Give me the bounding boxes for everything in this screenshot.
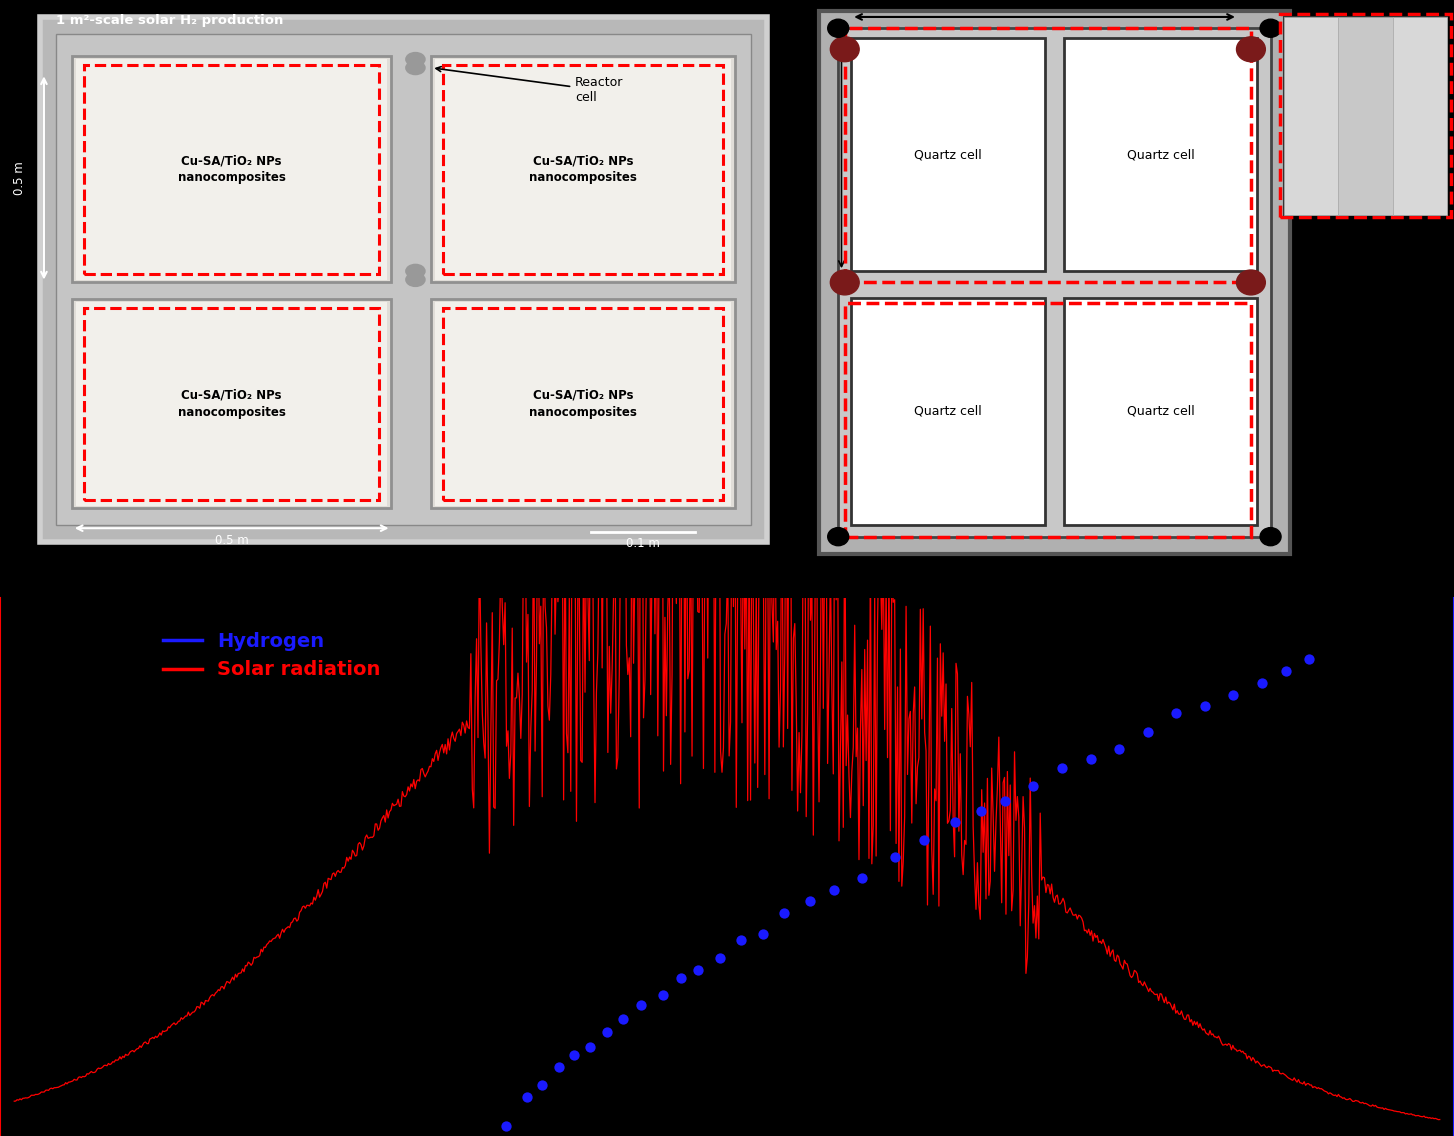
Bar (435, 59, 731, 279)
Point (1079, 751, 1102, 769)
Text: Cu-SA/TiO₂ NPs
nanocomposites: Cu-SA/TiO₂ NPs nanocomposites (177, 389, 285, 419)
Circle shape (830, 36, 859, 61)
Bar (432, 300, 734, 509)
Text: 1 m²-scale solar H₂ production: 1 m²-scale solar H₂ production (55, 14, 284, 27)
Text: 7 cm: 7 cm (1406, 0, 1434, 2)
Text: Cu-SA/TiO₂ NPs
nanocomposites: Cu-SA/TiO₂ NPs nanocomposites (177, 154, 285, 184)
Point (1050, 759, 1073, 777)
Bar (55, 34, 750, 525)
Point (823, 880, 846, 899)
Bar (1064, 37, 1258, 272)
Bar (1393, 17, 1447, 215)
Point (1297, 651, 1320, 669)
Bar (76, 302, 387, 506)
Text: 7 cm: 7 cm (1297, 0, 1325, 2)
Point (651, 986, 675, 1004)
Bar (851, 37, 1044, 272)
Text: Quartz cell: Quartz cell (1127, 404, 1195, 418)
Circle shape (1236, 270, 1265, 295)
Bar (76, 59, 387, 279)
Point (1136, 722, 1159, 741)
Point (851, 869, 874, 887)
Point (1165, 704, 1188, 722)
Bar (443, 65, 723, 274)
Legend: Hydrogen, Solar radiation: Hydrogen, Solar radiation (156, 624, 388, 687)
Text: Quartz cell: Quartz cell (1127, 148, 1195, 161)
Text: Cu-SA/TiO₂ NPs
nanocomposites: Cu-SA/TiO₂ NPs nanocomposites (529, 154, 637, 184)
Text: 0.1 m: 0.1 m (627, 537, 660, 550)
Bar (838, 28, 1271, 536)
Point (1274, 662, 1297, 680)
Point (993, 792, 1016, 810)
Point (516, 1088, 539, 1106)
Bar (432, 57, 734, 283)
Text: 7 cm: 7 cm (1352, 0, 1380, 2)
Text: Cu-SA/TiO₂ NPs
nanocomposites: Cu-SA/TiO₂ NPs nanocomposites (529, 389, 637, 419)
Bar (71, 57, 391, 283)
Circle shape (406, 61, 425, 75)
Text: 0.5 m: 0.5 m (215, 534, 249, 548)
Circle shape (406, 273, 425, 286)
Circle shape (827, 19, 849, 37)
Point (494, 1117, 518, 1135)
Point (630, 996, 653, 1014)
Point (670, 969, 694, 987)
Point (1022, 777, 1045, 795)
Point (1250, 674, 1274, 692)
Bar (819, 11, 1290, 553)
Bar (851, 298, 1044, 525)
Point (579, 1038, 602, 1056)
Bar (1281, 14, 1451, 217)
Bar (1064, 298, 1258, 525)
Point (970, 802, 993, 820)
Point (547, 1058, 570, 1076)
Point (611, 1010, 634, 1028)
Bar (1284, 17, 1338, 215)
Bar (1338, 17, 1393, 215)
Bar (443, 308, 723, 500)
Circle shape (1236, 36, 1265, 61)
Text: 0.5 m: 0.5 m (13, 161, 26, 194)
Bar (845, 27, 1250, 283)
Text: Quartz cell: Quartz cell (915, 148, 981, 161)
Point (752, 925, 775, 943)
Circle shape (1261, 19, 1281, 37)
Point (686, 961, 710, 979)
Point (798, 892, 822, 910)
Bar (435, 302, 731, 506)
Bar (845, 303, 1250, 536)
Point (708, 950, 731, 968)
Point (944, 812, 967, 830)
Bar (71, 300, 391, 509)
Circle shape (406, 52, 425, 66)
Point (531, 1076, 554, 1094)
Point (772, 904, 795, 922)
Text: Quartz cell: Quartz cell (915, 404, 981, 418)
Circle shape (406, 265, 425, 278)
Bar (84, 308, 379, 500)
Bar (84, 65, 379, 274)
Circle shape (827, 527, 849, 545)
Text: Reactor
cell: Reactor cell (436, 67, 624, 105)
Point (1221, 685, 1245, 703)
Point (1108, 740, 1131, 758)
Bar (1284, 17, 1447, 215)
Point (730, 930, 753, 949)
Point (596, 1022, 619, 1041)
Point (563, 1046, 586, 1064)
Circle shape (1261, 527, 1281, 545)
Point (884, 849, 907, 867)
Point (912, 830, 935, 849)
Point (1192, 696, 1216, 715)
Circle shape (830, 270, 859, 295)
